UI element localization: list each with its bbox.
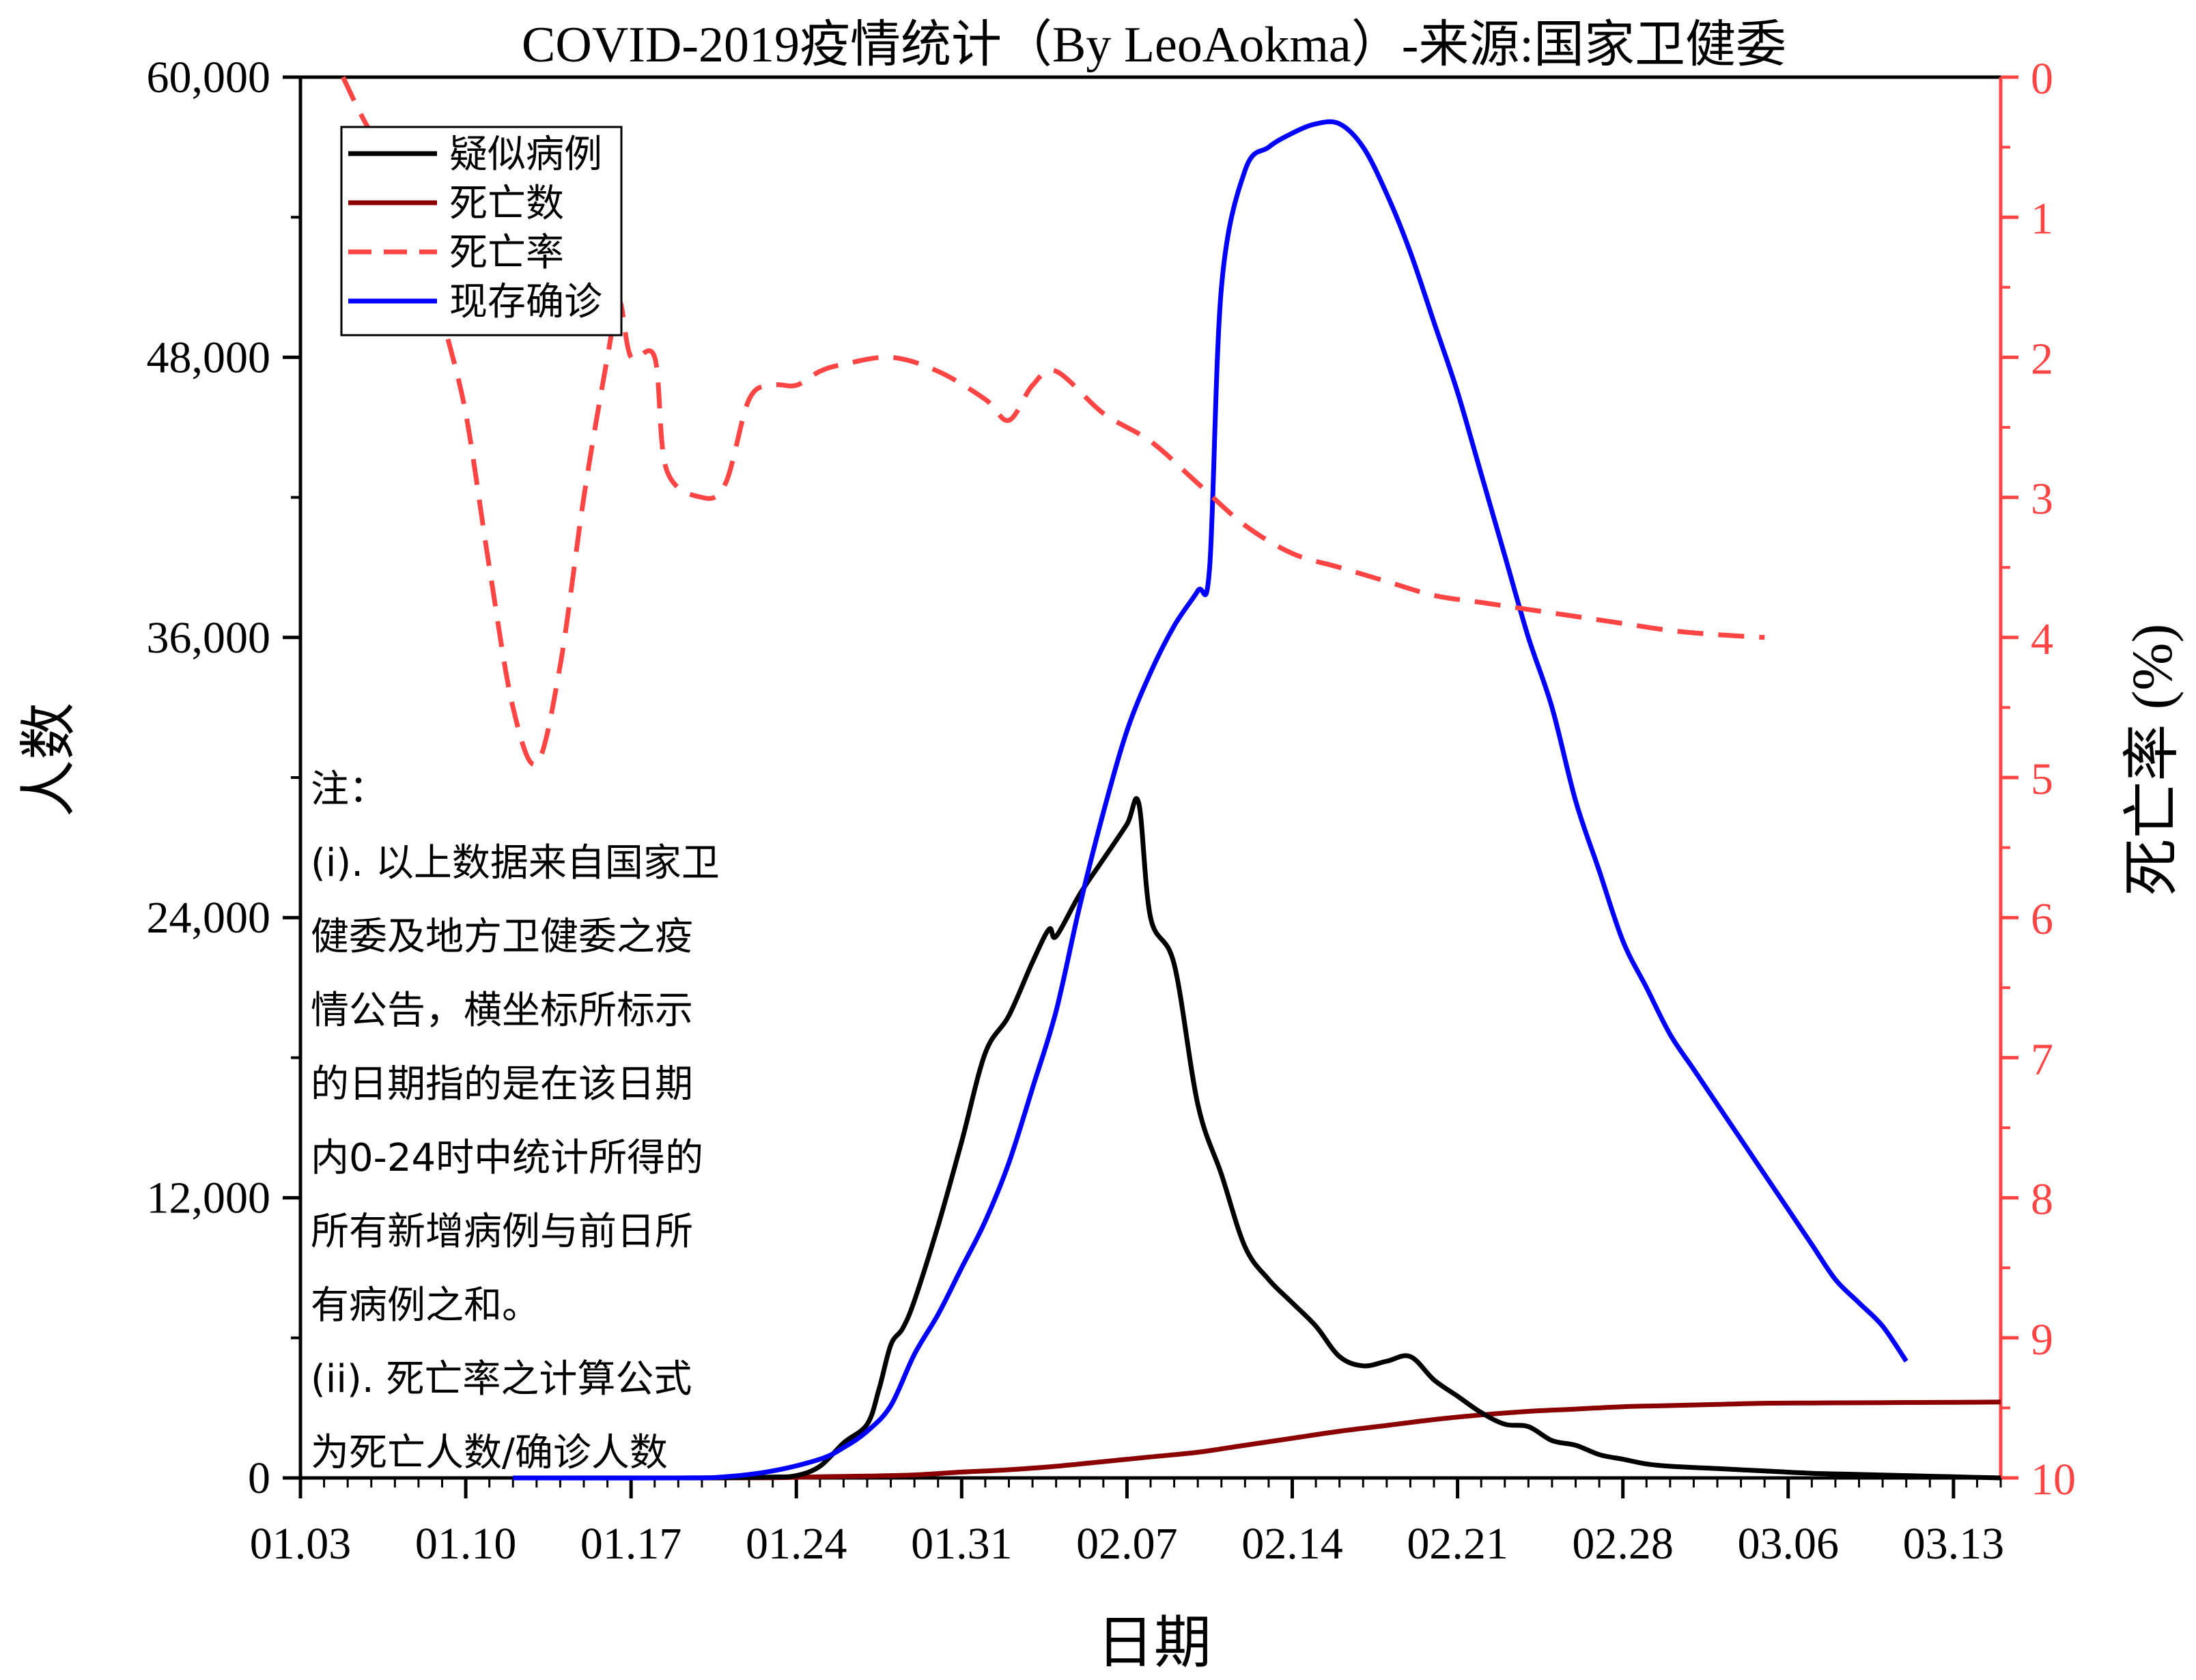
y-tick-label: 12,000 xyxy=(147,1173,271,1223)
note-line: 内0-24时中统计所得的 xyxy=(311,1136,703,1180)
chart-title: COVID-2019疫情统计（By LeoAokma）-来源:国家卫健委 xyxy=(522,17,1786,73)
note-line: 的日期指的是在该日期 xyxy=(311,1062,693,1107)
x-tick-label: 01.17 xyxy=(580,1519,682,1569)
note-line: 注： xyxy=(311,767,387,812)
y2-tick-label: 0 xyxy=(2031,54,2053,104)
series-layer xyxy=(341,76,2001,1481)
note-block: 注： (i). 以上数据来自国家卫健委及地方卫健委之疫情公告，横坐标所标示的日期指… xyxy=(311,767,720,1475)
y2-tick-label: 3 xyxy=(2031,474,2053,524)
y-tick-label: 24,000 xyxy=(147,893,271,943)
y-tick-label: 48,000 xyxy=(147,332,271,382)
y2-tick-label: 5 xyxy=(2031,754,2053,804)
series-line-1 xyxy=(513,1399,2001,1481)
series-line-0 xyxy=(513,796,2001,1481)
legend-label: 现存确诊 xyxy=(449,281,602,324)
x-tick-label: 02.14 xyxy=(1241,1519,1343,1569)
x-tick-label: 01.24 xyxy=(746,1519,847,1569)
y-tick-label: 36,000 xyxy=(147,613,271,663)
y2-tick-label: 4 xyxy=(2031,614,2053,664)
note-line: (i). 以上数据来自国家卫 xyxy=(311,841,720,885)
y-tick-label: 60,000 xyxy=(147,53,271,102)
note-line: 为死亡人数/确诊人数 xyxy=(311,1431,668,1475)
x-tick-label: 02.28 xyxy=(1572,1519,1674,1569)
y2-axis-ticks: 0 1 2 3 4 5 6 7 8 9 10 xyxy=(2001,54,2076,1505)
y2-tick-label: 10 xyxy=(2031,1455,2076,1505)
y2-tick-label: 9 xyxy=(2031,1315,2053,1365)
y2-tick-label: 7 xyxy=(2031,1034,2053,1084)
legend-label: 死亡率 xyxy=(449,232,564,274)
y-axis-ticks: 0 12,000 24,000 36,000 48,000 60,000 xyxy=(147,53,300,1503)
note-line: 健委及地方卫健委之疫 xyxy=(311,915,693,959)
x-tick-label: 01.10 xyxy=(415,1519,517,1569)
note-line: 所有新增病例与前日所 xyxy=(311,1210,693,1254)
x-tick-label: 03.13 xyxy=(1903,1519,2005,1569)
x-tick-label: 01.31 xyxy=(911,1519,1013,1569)
note-line: 有病例之和。 xyxy=(311,1283,540,1328)
y2-tick-label: 2 xyxy=(2031,334,2053,384)
x-axis-ticks: 01.03 01.10 01.17 01.24 01.31 02.07 02.14 02.21… xyxy=(250,1478,2004,1569)
series-line-3 xyxy=(513,119,1909,1481)
y2-tick-label: 1 xyxy=(2031,194,2053,244)
x-tick-label: 02.21 xyxy=(1407,1519,1508,1569)
y-axis-label: 人数 xyxy=(18,702,81,817)
x-axis-label: 日期 xyxy=(1097,1612,1211,1675)
legend-label: 疑似病例 xyxy=(449,134,602,176)
y2-axis-label: 死亡率 (%) xyxy=(2121,624,2184,896)
note-line: 情公告，横坐标所标示 xyxy=(311,988,693,1033)
x-tick-label: 03.06 xyxy=(1738,1519,1840,1569)
x-tick-label: 01.03 xyxy=(250,1519,352,1569)
series-line-2 xyxy=(341,76,1765,767)
y2-tick-label: 6 xyxy=(2031,894,2053,944)
y-tick-label: 0 xyxy=(248,1453,270,1503)
legend-label: 死亡数 xyxy=(449,183,564,225)
note-line: (ii). 死亡率之计算公式 xyxy=(311,1357,692,1401)
x-tick-label: 02.07 xyxy=(1076,1519,1178,1569)
y2-tick-label: 8 xyxy=(2031,1175,2053,1225)
